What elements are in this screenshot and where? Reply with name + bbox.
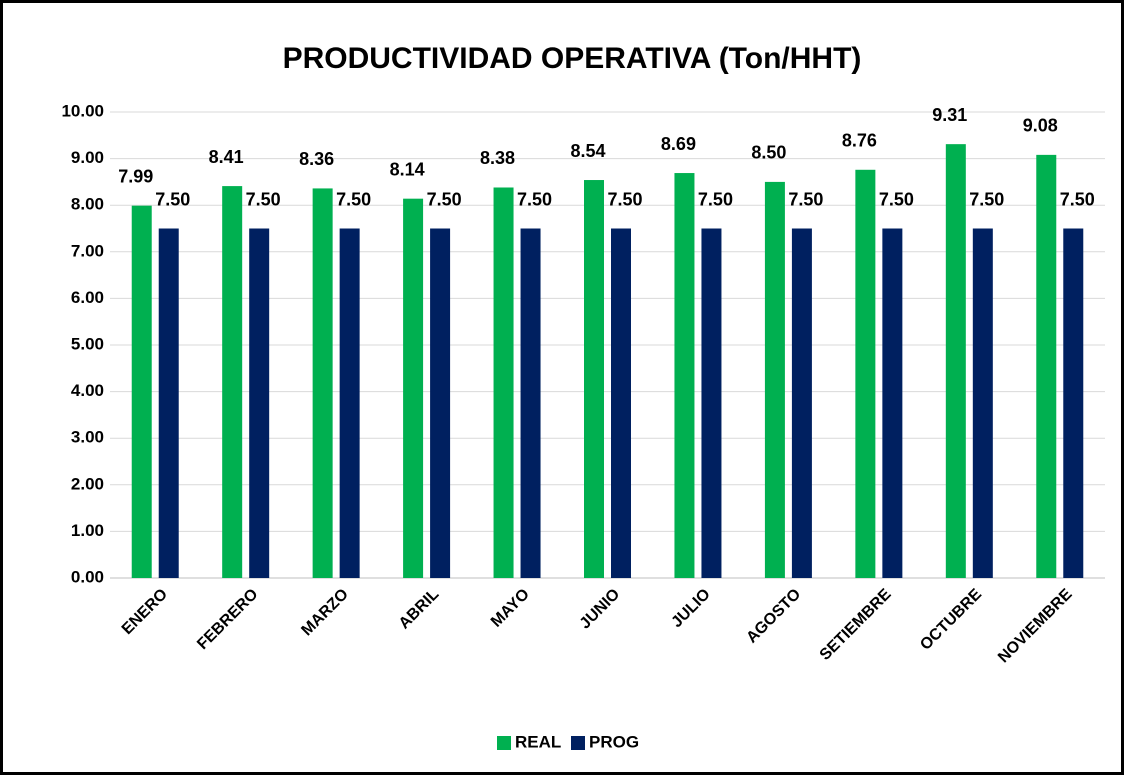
value-label: 8.14 — [390, 159, 425, 179]
bar — [701, 228, 722, 578]
value-label: 7.50 — [427, 189, 462, 209]
bar — [222, 186, 243, 578]
y-tick-label: 5.00 — [71, 334, 104, 353]
y-tick-label: 8.00 — [71, 195, 104, 214]
value-label: 8.36 — [299, 149, 334, 169]
value-label: 9.31 — [932, 105, 967, 125]
bar — [855, 169, 876, 578]
value-label: 8.54 — [570, 141, 605, 161]
y-tick-label: 6.00 — [71, 288, 104, 307]
bar — [611, 228, 631, 578]
value-label: 7.50 — [607, 189, 642, 209]
legend-label: PROG — [589, 732, 639, 751]
value-label: 7.50 — [517, 189, 552, 209]
legend-swatch — [497, 736, 511, 750]
bar — [339, 228, 360, 578]
value-label: 7.50 — [698, 189, 733, 209]
value-label: 7.50 — [969, 189, 1004, 209]
value-label: 7.50 — [1060, 189, 1095, 209]
value-label: 8.41 — [209, 147, 244, 167]
bar — [249, 228, 270, 578]
bar — [158, 228, 179, 578]
legend-label: REAL — [515, 732, 561, 751]
value-label: 7.50 — [788, 189, 823, 209]
bar — [493, 187, 514, 578]
y-tick-label: 3.00 — [71, 428, 104, 447]
value-label: 7.99 — [118, 166, 153, 186]
bar — [1063, 228, 1084, 578]
value-label: 7.50 — [155, 189, 190, 209]
value-label: 7.50 — [246, 189, 281, 209]
y-tick-label: 9.00 — [71, 148, 104, 167]
bar — [131, 205, 152, 578]
bar — [430, 228, 451, 578]
bar — [312, 188, 333, 578]
y-tick-label: 2.00 — [71, 474, 104, 493]
value-label: 8.38 — [480, 148, 515, 168]
bar — [945, 144, 966, 579]
y-tick-label: 10.00 — [61, 101, 104, 120]
value-label: 8.69 — [661, 134, 696, 154]
bar — [520, 228, 541, 578]
y-tick-label: 0.00 — [71, 567, 104, 586]
bar — [674, 173, 695, 578]
bar — [764, 181, 785, 578]
bar — [584, 180, 604, 578]
y-tick-label: 1.00 — [71, 521, 104, 540]
y-tick-label: 4.00 — [71, 381, 104, 400]
bar — [1036, 154, 1057, 578]
value-label: 8.50 — [751, 143, 786, 163]
value-label: 9.08 — [1023, 116, 1058, 136]
value-label: 7.50 — [879, 189, 914, 209]
bar — [403, 198, 424, 578]
legend-swatch — [571, 736, 585, 750]
value-label: 7.50 — [336, 189, 371, 209]
value-label: 8.76 — [842, 131, 877, 151]
bar — [972, 228, 993, 578]
bar — [882, 228, 903, 578]
bar — [791, 228, 812, 578]
chart-title: PRODUCTIVIDAD OPERATIVA (Ton/HHT) — [283, 42, 862, 75]
y-tick-label: 7.00 — [71, 241, 104, 260]
